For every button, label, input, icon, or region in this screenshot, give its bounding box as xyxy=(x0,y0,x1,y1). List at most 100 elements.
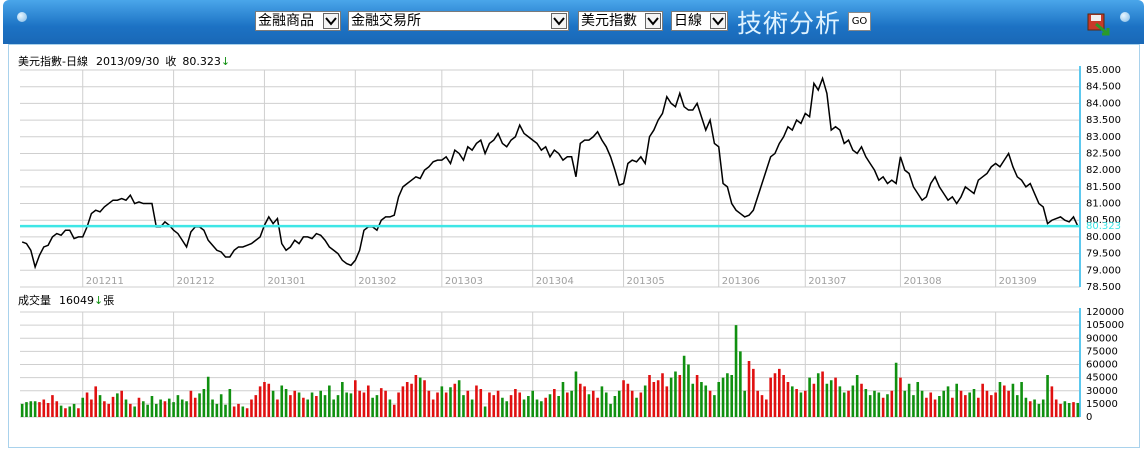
volume-bar xyxy=(570,390,573,417)
volume-bar xyxy=(470,399,474,417)
volume-bar xyxy=(540,401,543,417)
volume-bar xyxy=(392,404,396,417)
y-tick-label: 30000 xyxy=(1086,386,1118,397)
volume-bar xyxy=(59,405,63,417)
volume-bar xyxy=(379,388,383,417)
index-select[interactable]: 美元指數 xyxy=(578,11,663,31)
y-tick-label: 79.500 xyxy=(1086,249,1121,260)
y-tick-label: 60000 xyxy=(1086,360,1118,371)
volume-bar xyxy=(362,392,366,417)
volume-bar xyxy=(747,361,751,417)
volume-bar xyxy=(669,377,673,417)
y-tick-label: 85.000 xyxy=(1086,65,1121,76)
volume-bar xyxy=(90,399,93,417)
volume-bar xyxy=(397,392,400,417)
volume-bar xyxy=(990,395,993,417)
volume-bar xyxy=(180,399,184,417)
volume-bar xyxy=(566,392,569,417)
volume-bar xyxy=(700,382,703,417)
volume-bar xyxy=(241,406,245,417)
volume-bar xyxy=(687,364,690,417)
volume-bar xyxy=(215,403,219,417)
volume-bar xyxy=(250,399,253,417)
volume-bar xyxy=(894,362,898,417)
volume-bar xyxy=(293,390,297,417)
volume-bar xyxy=(505,401,509,417)
volume-latest: 16049 xyxy=(59,294,94,307)
volume-bar xyxy=(315,396,318,417)
price-date: 2013/09/30 xyxy=(96,55,159,68)
volume-bar xyxy=(609,403,612,417)
volume-bar xyxy=(860,383,863,417)
volume-bar xyxy=(410,383,413,417)
volume-bar xyxy=(847,390,850,417)
price-title: 美元指數-日線 xyxy=(18,54,88,68)
select-text: 日線 xyxy=(674,13,702,29)
period-select[interactable]: 日線 xyxy=(671,11,728,31)
volume-bar xyxy=(388,399,392,417)
product-select[interactable]: 金融商品 xyxy=(255,11,341,31)
volume-bar xyxy=(842,392,846,417)
y-tick-label: 81.000 xyxy=(1086,199,1121,210)
volume-bar xyxy=(488,392,491,417)
volume-bar xyxy=(790,386,794,417)
volume-bar xyxy=(868,395,872,417)
volume-bar xyxy=(453,383,457,417)
go-button[interactable]: GO xyxy=(848,12,871,31)
volume-bar xyxy=(782,375,785,417)
volume-bar xyxy=(886,394,889,417)
volume-bar xyxy=(998,382,1002,417)
volume-bar xyxy=(812,383,816,417)
volume-bar xyxy=(717,382,721,417)
volume-bar xyxy=(29,401,33,417)
volume-bar xyxy=(289,395,292,417)
y-tick-label: 79.000 xyxy=(1086,265,1121,276)
volume-bar xyxy=(1020,382,1023,417)
decor-dot xyxy=(17,12,27,22)
volume-bar xyxy=(384,390,387,417)
volume-bar xyxy=(648,375,651,417)
volume-bar xyxy=(358,390,361,417)
exchange-select[interactable]: 金融交易所 xyxy=(348,11,569,31)
select-text: 美元指數 xyxy=(581,13,637,29)
volume-bar xyxy=(25,402,28,417)
volume-bar xyxy=(574,371,578,417)
volume-bar xyxy=(864,389,868,417)
volume-bar xyxy=(20,403,24,417)
y-tick-label: 90000 xyxy=(1086,333,1118,344)
volume-bar xyxy=(267,383,271,417)
y-tick-label: 78.500 xyxy=(1086,282,1121,293)
volume-bar xyxy=(1067,403,1071,417)
volume-bar xyxy=(302,397,305,417)
volume-bar xyxy=(752,368,755,417)
volume-bar xyxy=(263,382,266,417)
volume-bar xyxy=(518,392,522,417)
volume-bar xyxy=(42,399,46,417)
volume-bar xyxy=(799,392,803,417)
x-tick-label: 201308 xyxy=(903,276,941,287)
y-tick-label: 80.000 xyxy=(1086,232,1121,243)
volume-bar xyxy=(375,395,379,417)
volume-title: 成交量 xyxy=(18,293,51,307)
volume-bar xyxy=(1076,402,1080,417)
volume-bar xyxy=(682,355,686,417)
decor-dot xyxy=(1120,12,1130,22)
volume-bar xyxy=(959,390,963,417)
volume-bar xyxy=(652,382,656,417)
volume-bar xyxy=(33,401,37,417)
volume-header: 成交量 16049↓張 xyxy=(18,293,114,307)
save-icon[interactable] xyxy=(1087,13,1110,36)
volume-bar xyxy=(271,390,275,417)
volume-bar xyxy=(912,395,915,417)
volume-bar xyxy=(972,389,976,417)
volume-bar xyxy=(51,395,54,417)
volume-bar xyxy=(284,389,288,417)
volume-bar xyxy=(916,382,920,417)
volume-bar xyxy=(834,377,837,417)
volume-bar xyxy=(994,392,997,417)
y-tick-label: 105000 xyxy=(1086,320,1124,331)
volume-bar xyxy=(371,397,374,417)
volume-bar xyxy=(968,392,971,417)
